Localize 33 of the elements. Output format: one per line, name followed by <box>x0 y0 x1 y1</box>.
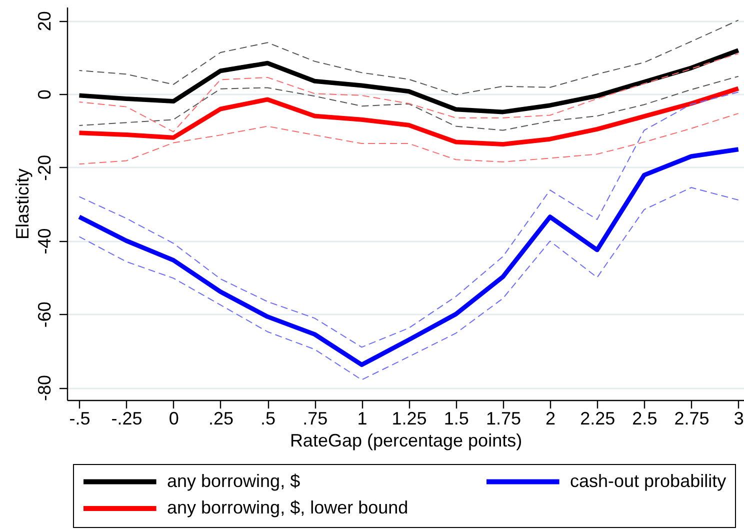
x-tick-label: 1 <box>357 408 368 428</box>
x-tick-label: 2.5 <box>632 408 658 428</box>
x-tick-label: -.25 <box>111 408 142 428</box>
line-series <box>76 147 741 368</box>
x-tick-label: .5 <box>260 408 276 428</box>
x-tick-label: .25 <box>208 408 234 428</box>
y-tick-label: -80 <box>34 375 54 402</box>
x-tick-label: .75 <box>302 408 328 428</box>
x-tick-label: 0 <box>168 408 179 428</box>
x-tick-label: 2.75 <box>674 408 710 428</box>
x-tick-label: 2 <box>546 408 556 428</box>
legend-label: any borrowing, $, lower bound <box>167 498 408 518</box>
x-tick-label: -.5 <box>69 408 90 428</box>
line-series <box>78 92 739 348</box>
line-series <box>78 112 739 165</box>
x-tick-label: 2.25 <box>580 408 616 428</box>
legend-label: cash-out probability <box>570 470 726 491</box>
y-tick-label: 20 <box>34 11 54 32</box>
line-series <box>78 20 739 96</box>
legend-label: any borrowing, $ <box>167 470 300 491</box>
x-tick-label: 1.25 <box>392 408 427 428</box>
x-tick-label: 1.75 <box>486 408 521 428</box>
line-series <box>78 53 739 132</box>
y-tick-label: -20 <box>34 154 54 181</box>
y-tick-label: -60 <box>34 302 54 328</box>
x-axis-title: RateGap (percentage points) <box>290 430 522 450</box>
y-tick-label: 0 <box>34 89 54 100</box>
y-axis-title: Elasticity <box>12 168 32 240</box>
line-series <box>78 76 739 131</box>
x-tick-label: 3 <box>734 408 744 428</box>
x-tick-label: 1.5 <box>444 408 469 428</box>
line-series <box>78 187 739 380</box>
y-tick-label: -40 <box>34 228 54 254</box>
